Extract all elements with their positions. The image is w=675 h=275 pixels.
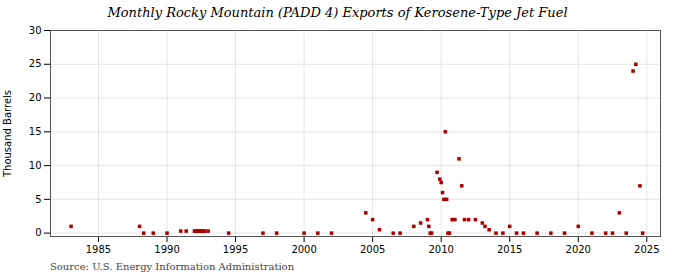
html-text:Source: U.S. Energy Informatio: Source: U.S. Energy Information Administ… bbox=[50, 261, 295, 272]
svg-text:1985: 1985 bbox=[86, 244, 111, 255]
svg-text:2005: 2005 bbox=[360, 244, 385, 255]
svg-text:1990: 1990 bbox=[154, 244, 179, 255]
svg-text:20: 20 bbox=[29, 92, 42, 103]
svg-text:2025: 2025 bbox=[634, 244, 659, 255]
svg-text:2020: 2020 bbox=[566, 244, 591, 255]
svg-text:10: 10 bbox=[29, 160, 42, 171]
svg-text:2015: 2015 bbox=[497, 244, 522, 255]
svg-text:1995: 1995 bbox=[223, 244, 248, 255]
svg-text:2000: 2000 bbox=[291, 244, 316, 255]
svg-text:15: 15 bbox=[29, 126, 42, 137]
svg-text:0: 0 bbox=[35, 227, 41, 238]
svg-text:25: 25 bbox=[29, 58, 42, 69]
svg-text:5: 5 bbox=[35, 194, 41, 205]
svg-text:30: 30 bbox=[29, 25, 42, 36]
svg-text:Thousand Barrels: Thousand Barrels bbox=[2, 90, 13, 178]
html-text:Monthly Rocky Mountain (PADD 4: Monthly Rocky Mountain (PADD 4) Exports … bbox=[107, 5, 568, 20]
svg-text:2010: 2010 bbox=[428, 244, 453, 255]
